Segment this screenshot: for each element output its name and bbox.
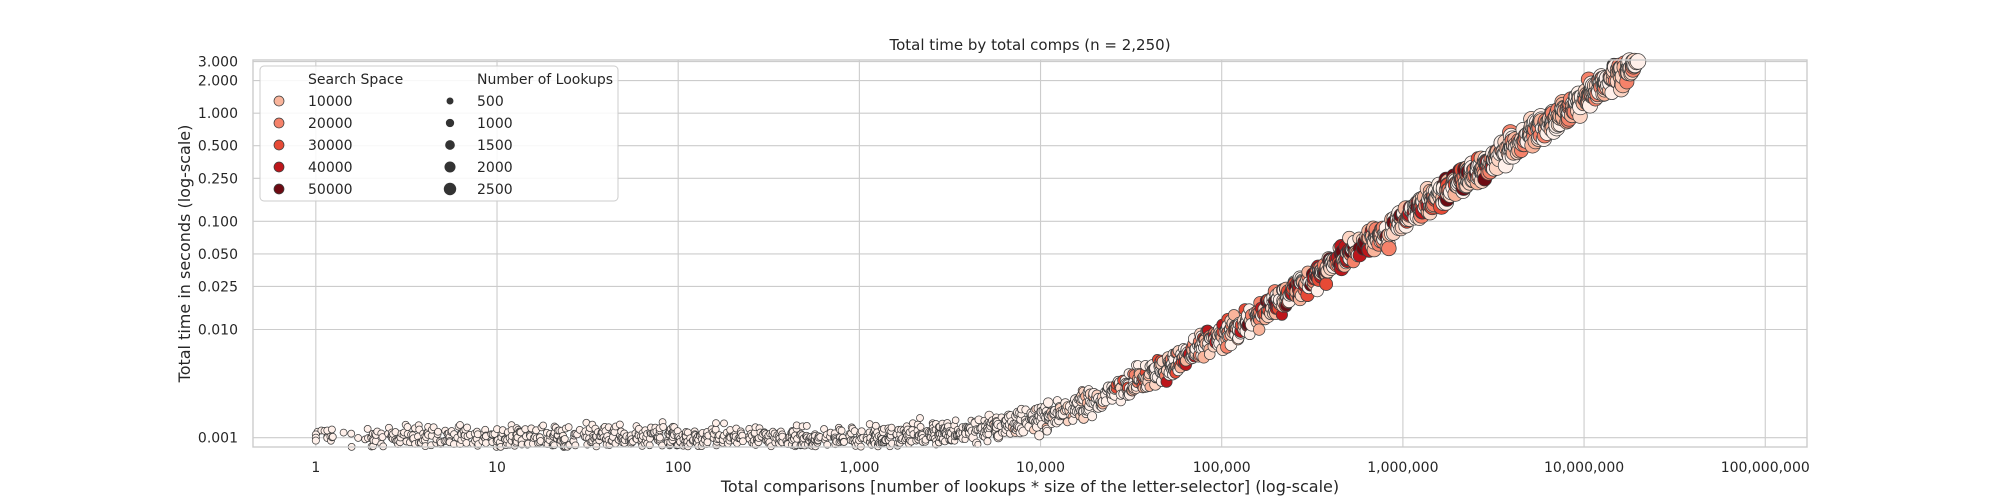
scatter-point (403, 423, 412, 431)
scatter-point (837, 426, 846, 435)
data-points (311, 52, 1647, 451)
y-tick-label: 0.250 (198, 171, 238, 187)
plot-frame (252, 59, 1808, 448)
scatter-point (463, 423, 471, 432)
x-tick-label: 100,000 (1193, 460, 1251, 476)
legend-hue-label: 40000 (308, 160, 353, 176)
y-tick-label: 0.001 (198, 431, 238, 447)
scatter-point (328, 425, 336, 434)
legend-hue-label: 50000 (308, 182, 353, 198)
y-tick-label: 0.010 (198, 323, 238, 339)
scatter-point (659, 423, 668, 431)
scatter-point (539, 421, 548, 430)
x-tick-label: 1,000 (839, 460, 879, 476)
legend-size-label: 500 (477, 94, 504, 110)
scatter-point (347, 429, 356, 438)
scatter-point (840, 438, 848, 446)
scatter-point (363, 425, 372, 433)
y-tick-label: 0.025 (198, 279, 238, 295)
x-tick-label: 1,000,000 (1367, 460, 1438, 476)
legend-size-marker (444, 161, 456, 173)
scatter-point (712, 419, 720, 427)
legend-size-label: 1000 (477, 116, 513, 132)
legend-size-marker (446, 97, 454, 105)
legend-hue-label: 10000 (308, 94, 353, 110)
scatter-point (656, 433, 664, 442)
y-tick-label: 0.050 (198, 247, 238, 263)
scatter-point (1034, 430, 1045, 441)
y-tick-label: 1.000 (198, 106, 238, 122)
scatter-point (564, 423, 573, 431)
legend-hue-marker (273, 95, 285, 107)
scatter-point (571, 441, 580, 450)
scatter-point (482, 439, 490, 447)
scatter-point (951, 416, 960, 425)
scatter-point (916, 423, 925, 431)
legend-hue-marker (273, 139, 285, 151)
scatter-point (857, 427, 866, 436)
scatter-point (720, 419, 728, 428)
legend-hue-title: Search Space (308, 72, 403, 88)
legend-hue-marker (273, 117, 285, 129)
legend-size-marker (443, 182, 457, 196)
scatter-point (1087, 411, 1098, 422)
scatter-point (1253, 323, 1266, 336)
x-tick-label: 10 (488, 460, 506, 476)
legend-size-title: Number of Lookups (477, 72, 613, 88)
scatter-point (739, 437, 747, 446)
scatter-point (887, 423, 896, 432)
y-tick-label: 0.100 (198, 214, 238, 230)
legend-hue-marker (273, 183, 285, 195)
scatter-point (916, 414, 924, 422)
scatter-point (560, 435, 569, 443)
legend-hue-marker (273, 161, 285, 173)
scatter-point (339, 428, 348, 437)
x-tick-label: 1 (311, 460, 320, 476)
legend-hue-label: 30000 (308, 138, 353, 154)
scatter-point (354, 434, 363, 442)
scatter-point (983, 437, 992, 446)
scatter-point (328, 432, 337, 441)
x-tick-label: 10,000,000 (1544, 460, 1624, 476)
scatter-point (703, 438, 712, 447)
y-tick-label: 0.500 (198, 139, 238, 155)
legend-hue-label: 20000 (308, 116, 353, 132)
x-axis-label: Total comparisons [number of lookups * s… (720, 477, 1339, 496)
scatter-point (1381, 240, 1397, 257)
y-axis-label: Total time in seconds (log-scale) (175, 125, 194, 384)
scatter-point (1319, 277, 1334, 291)
x-tick-label: 10,000 (1016, 460, 1065, 476)
grid-lines (253, 60, 1807, 447)
legend-size-label: 2000 (477, 160, 513, 176)
legend-size-marker (445, 118, 455, 128)
y-tick-label: 3.000 (198, 55, 238, 71)
scatter-point (616, 420, 624, 429)
x-tick-label: 100 (665, 460, 692, 476)
y-tick-label: 2.000 (198, 74, 238, 90)
scatter-point (871, 421, 880, 430)
x-tick-label: 100,000,000 (1721, 460, 1810, 476)
scatter-point (378, 433, 387, 441)
scatter-point (802, 422, 811, 430)
legend-size-label: 2500 (477, 182, 513, 198)
legend-box (259, 65, 619, 202)
scatter-point (434, 427, 442, 436)
scatter-point (473, 430, 482, 439)
scatter-point (1042, 426, 1052, 436)
tick-labels: 1 10 100 1,000 10,000 100,000 1,000,000 10,000,… (198, 55, 1810, 476)
legend-size-label: 1500 (477, 138, 513, 154)
scatter-point (311, 436, 320, 445)
legend-size-marker (445, 140, 455, 150)
scatter-point (1629, 53, 1647, 70)
scatter-point (1043, 397, 1054, 408)
chart-title: Total time by total comps (n = 2,250) (888, 36, 1170, 54)
legend: Search Space Number of Lookups 10000 20000 3… (259, 65, 619, 202)
scatter-point (456, 421, 464, 429)
scatter-point (462, 439, 471, 447)
